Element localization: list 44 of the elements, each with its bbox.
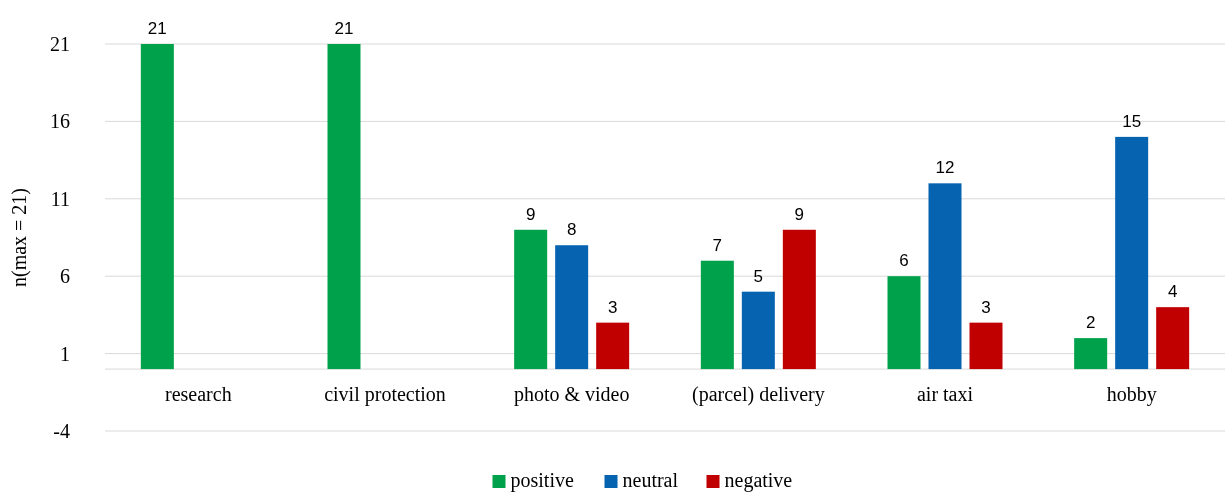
data-label: 3 bbox=[607, 297, 618, 317]
y-axis-title: n(max = 21) bbox=[8, 187, 31, 288]
legend-label: negative bbox=[724, 469, 793, 492]
data-label: 4 bbox=[1167, 282, 1178, 302]
data-label: 21 bbox=[147, 19, 167, 38]
bar bbox=[928, 183, 962, 370]
bar bbox=[782, 229, 816, 370]
y-tick-label: 6 bbox=[60, 265, 70, 288]
data-label: 7 bbox=[712, 235, 723, 255]
data-label: 5 bbox=[753, 266, 764, 286]
x-tick-label: research bbox=[165, 383, 232, 406]
data-label: 2 bbox=[1085, 313, 1096, 333]
bar bbox=[327, 44, 361, 370]
data-label: 6 bbox=[899, 251, 909, 271]
x-tick-label: photo & video bbox=[513, 383, 630, 407]
y-tick-label: 11 bbox=[50, 187, 70, 210]
data-label: 8 bbox=[566, 220, 577, 240]
x-tick-label: hobby bbox=[1106, 383, 1157, 407]
data-label: 9 bbox=[794, 204, 805, 224]
y-tick-label: 1 bbox=[60, 342, 70, 365]
bar bbox=[969, 322, 1003, 370]
x-tick-label: air taxi bbox=[916, 383, 974, 406]
bar bbox=[555, 245, 589, 370]
x-tick-label: (parcel) delivery bbox=[691, 383, 825, 407]
data-label: 21 bbox=[334, 19, 354, 38]
x-tick-label: civil protection bbox=[324, 383, 446, 407]
bar bbox=[1115, 136, 1149, 370]
bar bbox=[596, 322, 630, 370]
bar bbox=[1156, 307, 1190, 370]
y-tick-label: -4 bbox=[53, 420, 70, 442]
data-label: 12 bbox=[935, 158, 955, 178]
bar bbox=[514, 229, 548, 370]
legend-label: neutral bbox=[622, 469, 679, 491]
bar bbox=[887, 276, 921, 370]
data-label: 9 bbox=[525, 204, 536, 224]
bar bbox=[1074, 338, 1108, 370]
data-label: 3 bbox=[981, 297, 991, 317]
bar bbox=[140, 44, 174, 370]
y-tick-label: 16 bbox=[50, 110, 70, 133]
bar bbox=[700, 260, 734, 370]
y-tick-label: 21 bbox=[50, 33, 70, 55]
data-label: 15 bbox=[1122, 111, 1142, 131]
legend-label: positive bbox=[510, 469, 574, 492]
bar bbox=[741, 291, 775, 370]
